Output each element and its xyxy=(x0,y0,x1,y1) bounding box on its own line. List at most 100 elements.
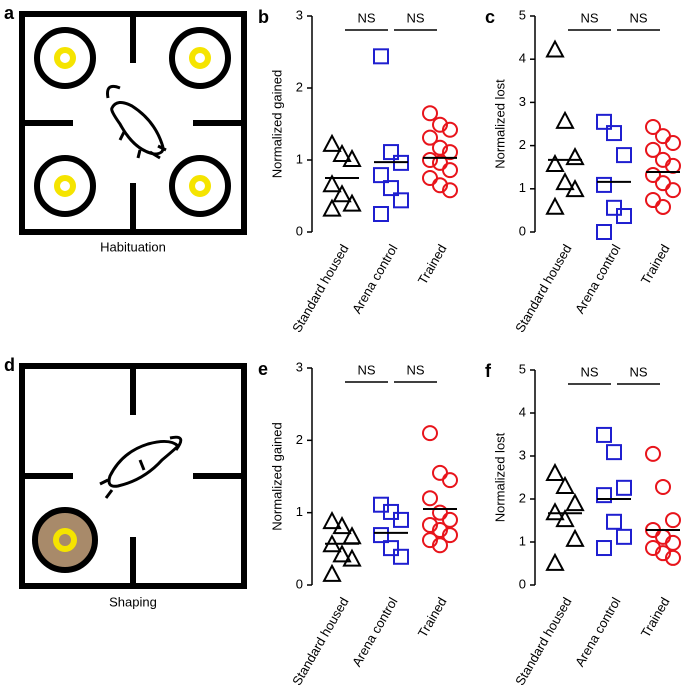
panel-label: e xyxy=(258,359,268,379)
data-point xyxy=(655,198,671,215)
y-tick-label: 1 xyxy=(296,151,303,166)
data-point xyxy=(665,534,681,551)
x-tick-label: Arena control xyxy=(349,595,401,670)
data-point xyxy=(332,184,352,203)
data-point xyxy=(322,510,342,530)
data-point xyxy=(393,548,409,565)
data-point xyxy=(432,522,448,539)
data-point xyxy=(442,511,458,528)
data-point xyxy=(332,544,352,563)
data-point xyxy=(616,479,632,496)
y-axis-label: Normalized gained xyxy=(269,422,284,530)
panel-label: f xyxy=(485,361,492,381)
y-tick-label: 3 xyxy=(296,7,303,22)
data-point xyxy=(606,199,622,216)
x-tick-label: Standard housed xyxy=(289,595,352,688)
data-point xyxy=(665,135,681,152)
y-axis-label: Normalized lost xyxy=(492,432,507,522)
data-point xyxy=(555,475,575,494)
panel-caption: Shaping xyxy=(109,594,157,609)
data-point xyxy=(655,128,671,145)
data-point xyxy=(645,445,661,462)
data-point xyxy=(565,147,585,166)
y-tick-label: 3 xyxy=(296,359,303,374)
data-point xyxy=(665,512,681,529)
y-tick-label: 5 xyxy=(519,7,526,22)
panel-label: d xyxy=(4,355,15,375)
data-point xyxy=(432,504,448,521)
data-point xyxy=(545,462,565,482)
x-tick-label: Trained xyxy=(638,242,673,287)
data-point xyxy=(383,144,399,161)
x-tick-label: Standard housed xyxy=(289,242,352,335)
data-point xyxy=(432,139,448,156)
significance-label: NS xyxy=(629,10,647,25)
data-point xyxy=(393,192,409,209)
data-point xyxy=(373,527,389,544)
y-tick-label: 1 xyxy=(519,533,526,548)
data-point xyxy=(596,487,612,504)
data-point xyxy=(422,170,438,186)
data-point xyxy=(322,563,342,582)
data-point xyxy=(422,516,438,533)
data-point xyxy=(545,153,565,173)
data-point xyxy=(645,540,661,557)
data-point xyxy=(422,425,438,442)
significance-label: NS xyxy=(357,362,375,377)
data-point xyxy=(645,141,661,158)
data-point xyxy=(322,174,342,193)
significance-label: NS xyxy=(580,364,598,379)
x-tick-label: Standard housed xyxy=(512,242,575,335)
data-point xyxy=(342,548,362,567)
y-tick-label: 2 xyxy=(519,490,526,505)
data-point xyxy=(383,180,399,197)
data-point xyxy=(645,119,661,136)
panel-caption: Habituation xyxy=(100,239,166,254)
x-tick-label: Arena control xyxy=(349,242,401,317)
data-point xyxy=(596,540,612,557)
data-point xyxy=(373,167,389,184)
data-point xyxy=(655,175,671,192)
data-point xyxy=(422,152,438,168)
data-point xyxy=(616,147,632,164)
data-point xyxy=(545,39,565,58)
data-point xyxy=(606,513,622,530)
data-point xyxy=(655,545,671,562)
y-tick-label: 4 xyxy=(519,51,526,66)
data-point xyxy=(383,540,399,557)
data-point xyxy=(645,166,661,183)
data-point xyxy=(596,426,612,443)
data-point xyxy=(665,549,681,566)
x-tick-label: Standard housed xyxy=(512,595,575,688)
data-point xyxy=(342,193,362,212)
data-point xyxy=(373,48,389,65)
y-tick-label: 2 xyxy=(296,432,303,447)
x-tick-label: Trained xyxy=(638,595,673,640)
data-point xyxy=(442,472,458,489)
data-point xyxy=(565,493,585,512)
data-point xyxy=(432,116,448,133)
data-point xyxy=(596,113,612,130)
data-point xyxy=(342,526,362,545)
data-point xyxy=(393,511,409,528)
data-point xyxy=(555,172,575,191)
data-point xyxy=(655,478,671,495)
y-tick-label: 2 xyxy=(296,79,303,94)
data-point xyxy=(565,528,585,547)
data-point xyxy=(665,182,681,199)
data-point xyxy=(342,148,362,167)
y-tick-label: 4 xyxy=(519,404,526,419)
data-point xyxy=(422,490,438,507)
data-point xyxy=(422,129,438,146)
data-point xyxy=(432,177,448,194)
y-tick-label: 0 xyxy=(519,576,526,591)
data-point xyxy=(616,528,632,545)
data-point xyxy=(555,110,575,129)
data-point xyxy=(432,537,448,554)
data-point xyxy=(332,516,352,535)
data-point xyxy=(596,176,612,193)
data-point xyxy=(432,464,448,481)
y-tick-label: 3 xyxy=(519,94,526,109)
x-tick-label: Arena control xyxy=(572,242,624,317)
